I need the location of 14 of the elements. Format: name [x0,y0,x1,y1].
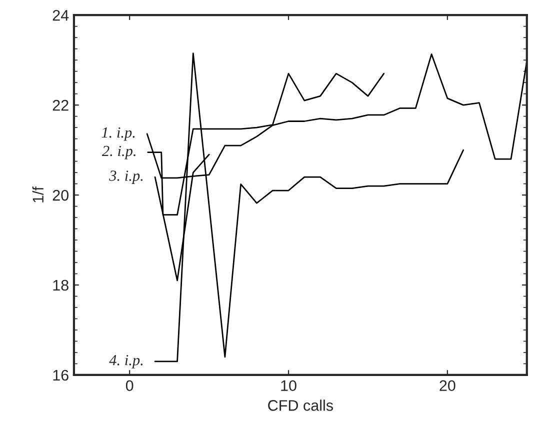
series-label: 4. i.p. [109,355,143,368]
y-axis-title: 1/f [32,186,44,202]
series-label: 1. i.p. [102,127,135,141]
x-tick-label: 10 [281,380,296,392]
y-tick-label: 20 [52,190,69,201]
y-tick-label: 18 [53,280,68,291]
x-axis-title: CFD calls [268,400,333,411]
series-label: 2. i.p. [102,146,136,160]
x-tick-label: 0 [126,380,134,392]
y-tick-label: 16 [53,370,68,381]
y-tick-label: 22 [52,100,68,111]
x-tick-label: 20 [440,380,456,392]
y-tick-label: 24 [52,10,69,21]
series-label: 3. i.p. [109,170,143,184]
